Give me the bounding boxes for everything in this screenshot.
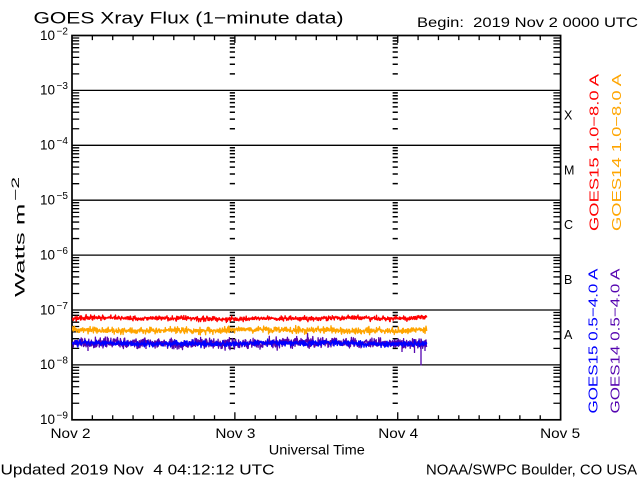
svg-text:C: C [564, 218, 573, 232]
svg-text:GOES15 1.0−8.0 A: GOES15 1.0−8.0 A [587, 74, 602, 231]
svg-text:Nov 5: Nov 5 [540, 426, 580, 441]
svg-text:Begin: 2019 Nov 2 0000 UTC: Begin: 2019 Nov 2 0000 UTC [417, 14, 638, 30]
svg-text:Nov 4: Nov 4 [378, 426, 419, 441]
svg-text:Watts m−2: Watts m−2 [10, 177, 28, 297]
svg-text:NOAA/SWPC Boulder, CO USA: NOAA/SWPC Boulder, CO USA [426, 463, 637, 479]
svg-text:GOES14 1.0−8.0 A: GOES14 1.0−8.0 A [609, 74, 624, 231]
svg-text:Nov 3: Nov 3 [215, 426, 255, 441]
svg-text:Updated 2019 Nov 4 04:12:12 U: Updated 2019 Nov 4 04:12:12 UTC [1, 463, 275, 479]
svg-text:Universal Time: Universal Time [269, 443, 365, 458]
svg-text:X: X [564, 109, 573, 123]
svg-text:B: B [564, 273, 572, 287]
svg-text:A: A [564, 328, 573, 342]
svg-text:Nov 2: Nov 2 [51, 426, 91, 441]
svg-text:GOES14 0.5−4.0 A: GOES14 0.5−4.0 A [608, 268, 623, 413]
svg-text:GOES15 0.5−4.0 A: GOES15 0.5−4.0 A [586, 268, 601, 413]
svg-text:GOES Xray Flux (1−minute data): GOES Xray Flux (1−minute data) [34, 9, 344, 28]
svg-text:M: M [564, 163, 574, 177]
